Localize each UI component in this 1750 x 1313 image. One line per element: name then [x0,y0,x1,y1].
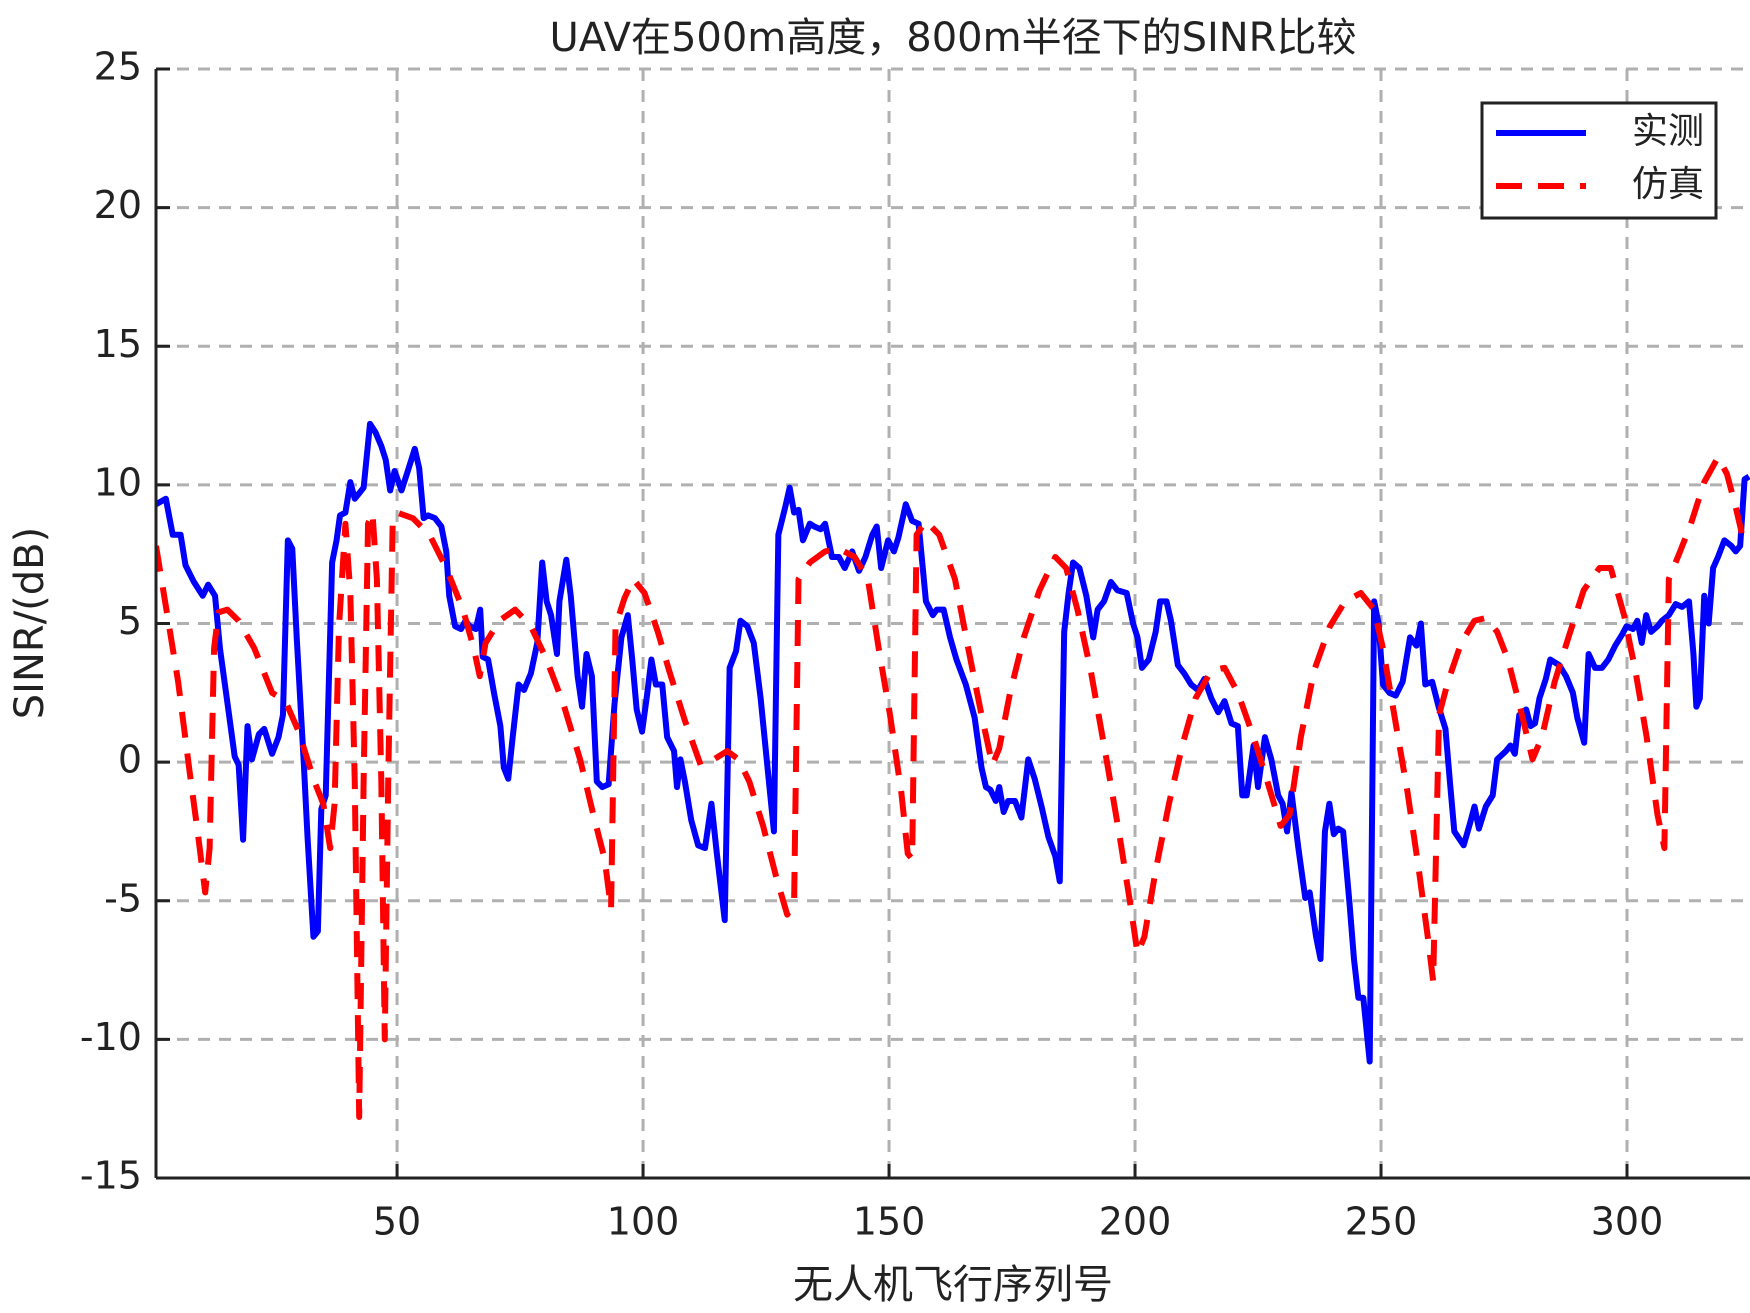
y-tick-label: 10 [94,460,142,504]
x-tick-label: 50 [373,1200,421,1244]
x-tick-label: 150 [853,1200,926,1244]
series-line [156,454,1750,1121]
y-axis-label: SINR/(dB) [7,527,53,719]
y-tick-label: 15 [94,322,142,366]
x-tick-label: 250 [1345,1200,1418,1244]
axes: -15 -10 -5 0 5 10 15 20 25 50 100 150 200 250 300 [80,45,1750,1244]
y-tick-label: -5 [104,876,142,920]
y-tick-label: 25 [94,45,142,89]
legend-box [1480,101,1718,220]
y-tick-label: 5 [118,599,142,643]
chart-title: UAV在500m高度，800m半径下的SINR比较 [550,15,1357,61]
y-tick-label: 20 [94,183,142,227]
y-tick-label: -15 [80,1154,142,1198]
y-tick-label: -10 [80,1015,142,1059]
series-line [156,420,1750,1065]
x-tick-label: 300 [1591,1200,1664,1244]
legend-label: 实测 [1632,111,1704,152]
y-tick-label: 0 [118,738,142,782]
x-axis-label: 无人机飞行序列号 [793,1262,1113,1308]
legend-label: 仿真 [1632,164,1704,205]
x-tick-label: 100 [607,1200,680,1244]
x-tick-label: 200 [1099,1200,1172,1244]
plot-area [156,420,1750,1121]
